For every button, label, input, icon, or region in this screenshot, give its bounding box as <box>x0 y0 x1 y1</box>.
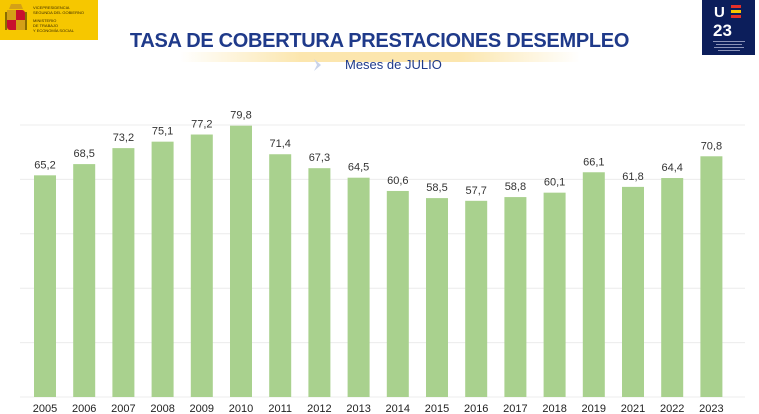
bar <box>190 134 213 397</box>
bar <box>73 164 96 397</box>
data-label: 75,1 <box>152 126 173 138</box>
bar <box>230 125 252 398</box>
data-label: 66,1 <box>583 156 604 168</box>
presidency-logo: U 23 <box>702 0 755 55</box>
x-tick-label: 2006 <box>72 403 96 414</box>
x-tick-label: 2015 <box>425 403 449 414</box>
bar <box>661 178 684 397</box>
data-label: 61,8 <box>622 171 643 183</box>
data-label: 60,6 <box>387 175 408 187</box>
data-label: 67,3 <box>309 152 330 164</box>
bar <box>34 175 56 397</box>
bar <box>269 154 292 397</box>
data-label: 73,2 <box>113 132 134 144</box>
x-tick-label: 2014 <box>386 403 410 414</box>
bar <box>582 172 605 397</box>
bar <box>622 186 644 397</box>
presidency-logo-mark: U 23 <box>713 4 732 39</box>
ministry-logo-text: VICEPRESIDENCIA SEGUNDA DEL GOBIERNO MIN… <box>33 5 84 33</box>
chevron-right-icon <box>314 59 321 71</box>
x-tick-label: 2010 <box>229 403 253 414</box>
data-label: 65,2 <box>34 159 55 171</box>
data-label: 57,7 <box>465 185 486 197</box>
ministry-logo: VICEPRESIDENCIA SEGUNDA DEL GOBIERNO MIN… <box>0 0 98 40</box>
data-label: 68,5 <box>73 148 94 160</box>
bar <box>543 192 566 397</box>
x-tick-label: 2016 <box>464 403 488 414</box>
chart-title: TASA DE COBERTURA PRESTACIONES DESEMPLEO <box>129 30 630 52</box>
x-tick-label: 2018 <box>542 403 566 414</box>
data-label: 58,5 <box>426 182 447 194</box>
presidency-logo-fineprint <box>713 41 745 51</box>
data-label: 77,2 <box>191 119 212 131</box>
data-label: 60,1 <box>544 177 565 189</box>
x-tick-label: 2021 <box>621 403 645 414</box>
svg-text:U: U <box>714 4 725 21</box>
data-label: 64,4 <box>661 162 682 174</box>
x-tick-label: 2007 <box>111 403 135 414</box>
x-tick-label: 2017 <box>503 403 527 414</box>
coat-of-arms-icon <box>5 4 27 30</box>
data-label: 64,5 <box>348 162 369 174</box>
x-tick-label: 2013 <box>346 403 370 414</box>
bar <box>386 190 409 397</box>
bar <box>465 200 488 397</box>
data-label: 71,4 <box>269 138 290 150</box>
data-label: 70,8 <box>701 140 722 152</box>
title-highlight <box>180 52 580 62</box>
data-label: 58,8 <box>505 181 526 193</box>
svg-text:23: 23 <box>713 21 732 39</box>
bar <box>308 168 331 397</box>
bar <box>504 197 527 397</box>
data-label: 79,8 <box>230 110 251 122</box>
x-tick-label: 2023 <box>699 403 723 414</box>
chart-subtitle: Meses de JULIO <box>345 57 442 72</box>
x-tick-label: 2019 <box>582 403 606 414</box>
x-tick-label: 2008 <box>150 403 174 414</box>
bar <box>426 198 448 397</box>
bar <box>700 156 723 397</box>
x-tick-label: 2012 <box>307 403 331 414</box>
bar <box>151 141 174 397</box>
bar <box>112 148 135 397</box>
x-tick-label: 2011 <box>268 403 292 414</box>
x-tick-label: 2022 <box>660 403 684 414</box>
flag-stripes-icon <box>731 5 741 18</box>
x-tick-label: 2009 <box>190 403 214 414</box>
x-tick-label: 2005 <box>33 403 57 414</box>
bar <box>347 177 370 397</box>
